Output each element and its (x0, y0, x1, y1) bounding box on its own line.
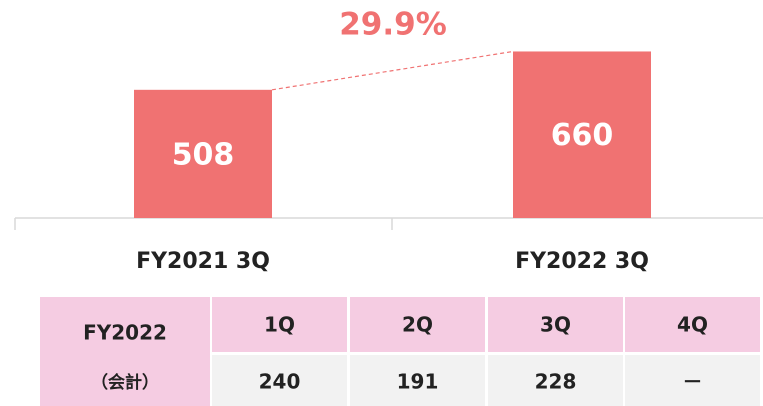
table-value: 228 (535, 370, 577, 394)
value-cell (488, 355, 623, 406)
column-header-cell (350, 297, 485, 352)
table-value: 240 (259, 370, 301, 394)
column-header: 1Q (264, 313, 295, 337)
bar (513, 51, 651, 218)
value-cell (625, 355, 760, 406)
value-label: 508 (172, 137, 235, 172)
column-header-cell (488, 297, 623, 352)
column-header-cell (625, 297, 760, 352)
column-header: 3Q (540, 313, 571, 337)
x-tick-label: FY2022 3Q (515, 249, 649, 274)
row-header-cell (40, 297, 210, 406)
table-value: 191 (397, 370, 439, 394)
bar (134, 89, 272, 218)
row-header-text: （会計） (91, 372, 159, 393)
growth-annotation: 29.9% (339, 7, 447, 43)
value-label: 660 (551, 118, 614, 153)
value-cell (350, 355, 485, 406)
growth-connector (271, 50, 514, 91)
x-tick-label: FY2021 3Q (136, 249, 270, 274)
row-header-text: FY2022 (83, 321, 167, 345)
value-cell (212, 355, 347, 406)
table-value: － (683, 370, 703, 394)
column-header: 2Q (402, 313, 433, 337)
column-header-cell (212, 297, 347, 352)
column-header: 4Q (677, 313, 708, 337)
